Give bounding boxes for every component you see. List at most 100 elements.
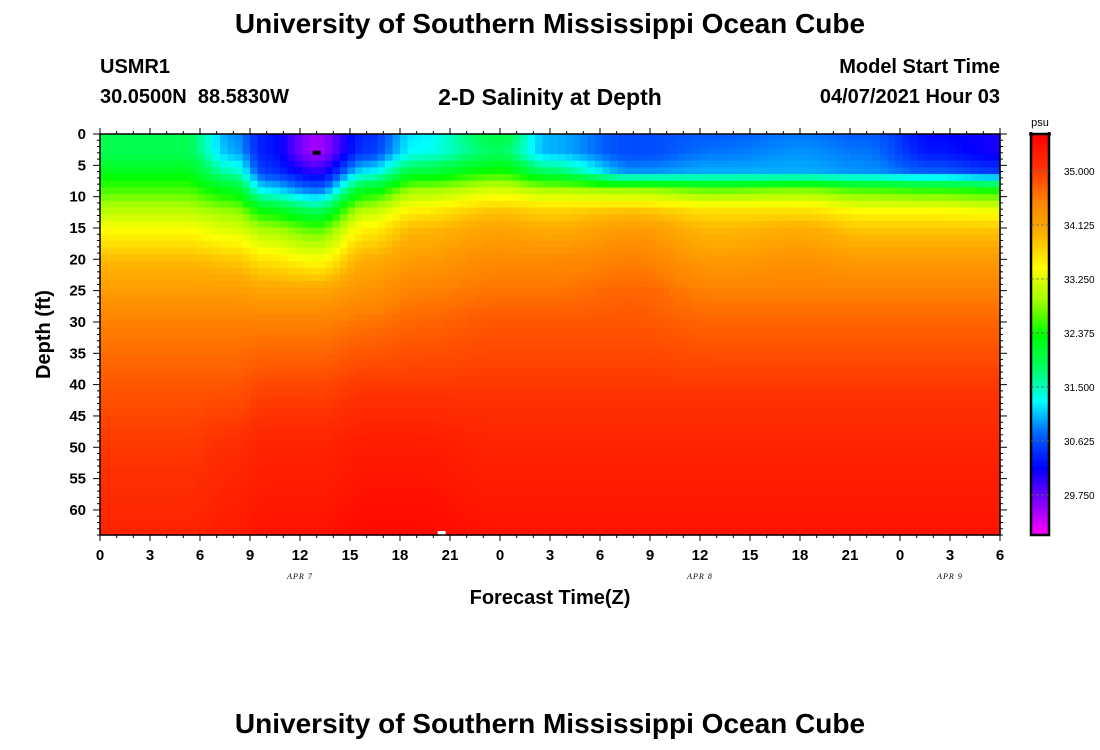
heatmap-cell bbox=[347, 220, 356, 229]
heatmap-cell bbox=[962, 354, 971, 362]
heatmap-cell bbox=[542, 167, 551, 175]
heatmap-cell bbox=[452, 200, 461, 209]
heatmap-cell bbox=[820, 260, 829, 269]
heatmap-cell bbox=[100, 327, 109, 336]
heatmap-cell bbox=[220, 154, 229, 162]
heatmap-cell bbox=[640, 381, 649, 389]
heatmap-cell bbox=[505, 341, 514, 349]
heatmap-cell bbox=[737, 401, 746, 409]
heatmap-cell bbox=[362, 207, 371, 215]
heatmap-cell bbox=[385, 408, 394, 416]
heatmap-cell bbox=[925, 260, 934, 269]
heatmap-cell bbox=[107, 220, 116, 229]
heatmap-cell bbox=[895, 254, 904, 262]
heatmap-cell bbox=[730, 354, 739, 362]
heatmap-cell bbox=[587, 180, 596, 189]
heatmap-cell bbox=[940, 180, 949, 189]
heatmap-cell bbox=[782, 294, 791, 302]
heatmap-cell bbox=[550, 234, 559, 242]
heatmap-cell bbox=[610, 254, 619, 262]
heatmap-cell bbox=[520, 154, 529, 162]
heatmap-cell bbox=[392, 361, 401, 369]
heatmap-cell bbox=[640, 214, 649, 222]
heatmap-cell bbox=[962, 174, 971, 182]
heatmap-cell bbox=[265, 167, 274, 175]
heatmap-cell bbox=[122, 381, 131, 389]
heatmap-cell bbox=[692, 147, 701, 155]
heatmap-cell bbox=[355, 287, 364, 295]
heatmap-cell bbox=[527, 147, 536, 155]
heatmap-cell bbox=[602, 274, 611, 282]
heatmap-cell bbox=[760, 287, 769, 295]
heatmap-cell bbox=[175, 307, 184, 316]
heatmap-cell bbox=[895, 401, 904, 409]
heatmap-cell bbox=[242, 234, 251, 242]
heatmap-cell bbox=[992, 321, 1001, 329]
heatmap-cell bbox=[797, 160, 806, 169]
heatmap-cell bbox=[940, 387, 949, 396]
heatmap-cell bbox=[617, 160, 626, 169]
heatmap-cell bbox=[460, 301, 469, 309]
heatmap-cell bbox=[857, 267, 866, 275]
heatmap-cell bbox=[227, 314, 236, 322]
heatmap-cell bbox=[362, 267, 371, 275]
heatmap-cell bbox=[430, 321, 439, 329]
heatmap-cell bbox=[250, 134, 259, 142]
heatmap-cell bbox=[865, 234, 874, 242]
heatmap-cell bbox=[625, 140, 634, 148]
heatmap-cell bbox=[565, 401, 574, 409]
heatmap-cell bbox=[520, 174, 529, 182]
heatmap-cell bbox=[955, 220, 964, 229]
heatmap-cell bbox=[512, 327, 521, 336]
heatmap-cell bbox=[767, 194, 776, 202]
heatmap-cell bbox=[137, 240, 146, 249]
heatmap-cell bbox=[385, 240, 394, 249]
heatmap-cell bbox=[737, 247, 746, 255]
heatmap-cell bbox=[332, 187, 341, 195]
heatmap-cell bbox=[197, 347, 206, 356]
heatmap-cell bbox=[767, 387, 776, 396]
heatmap-cell bbox=[257, 260, 266, 269]
heatmap-cell bbox=[857, 361, 866, 369]
heatmap-cell bbox=[572, 361, 581, 369]
heatmap-cell bbox=[220, 240, 229, 249]
heatmap-cell bbox=[947, 254, 956, 262]
heatmap-cell bbox=[730, 160, 739, 169]
heatmap-cell bbox=[775, 354, 784, 362]
heatmap-cell bbox=[430, 247, 439, 255]
heatmap-cell bbox=[790, 134, 799, 142]
heatmap-cell bbox=[550, 287, 559, 295]
heatmap-cell bbox=[902, 180, 911, 189]
heatmap-cell bbox=[325, 334, 334, 342]
heatmap-cell bbox=[812, 361, 821, 369]
heatmap-cell bbox=[670, 281, 679, 289]
heatmap-cell bbox=[347, 341, 356, 349]
heatmap-cell bbox=[557, 408, 566, 416]
heatmap-cell bbox=[295, 174, 304, 182]
heatmap-cell bbox=[730, 374, 739, 382]
heatmap-cell bbox=[722, 200, 731, 209]
heatmap-cell bbox=[730, 287, 739, 295]
heatmap-cell bbox=[775, 327, 784, 336]
heatmap-cell bbox=[107, 167, 116, 175]
heatmap-cell bbox=[977, 140, 986, 148]
heatmap-cell bbox=[782, 220, 791, 229]
heatmap-cell bbox=[602, 281, 611, 289]
heatmap-cell bbox=[512, 408, 521, 416]
heatmap-cell bbox=[745, 134, 754, 142]
heatmap-cell bbox=[407, 301, 416, 309]
heatmap-cell bbox=[850, 354, 859, 362]
heatmap-cell bbox=[947, 334, 956, 342]
heatmap-cell bbox=[355, 214, 364, 222]
heatmap-cell bbox=[385, 260, 394, 269]
heatmap-cell bbox=[760, 240, 769, 249]
heatmap-cell bbox=[400, 254, 409, 262]
heatmap-cell bbox=[640, 354, 649, 362]
heatmap-cell bbox=[340, 401, 349, 409]
heatmap-cell bbox=[745, 334, 754, 342]
heatmap-cell bbox=[370, 367, 379, 376]
heatmap-cell bbox=[835, 327, 844, 336]
heatmap-cell bbox=[857, 281, 866, 289]
heatmap-cell bbox=[460, 187, 469, 195]
